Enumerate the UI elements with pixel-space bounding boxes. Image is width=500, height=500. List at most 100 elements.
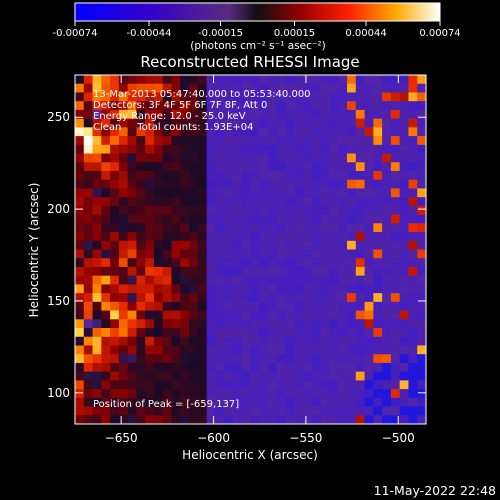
heatmap-cell [75, 136, 85, 146]
heatmap-cell [162, 205, 173, 216]
heatmap-cell [347, 205, 357, 216]
heatmap-cell [118, 92, 129, 102]
heatmap-cell [268, 170, 278, 181]
heatmap-cell [75, 310, 85, 320]
heatmap-cell [189, 406, 199, 416]
heatmap-cell [417, 153, 426, 163]
heatmap-cell [118, 362, 129, 373]
heatmap-cell [268, 266, 278, 277]
heatmap-cell [206, 83, 217, 94]
heatmap-cell [101, 397, 111, 408]
heatmap-cell [206, 319, 217, 329]
heatmap-cell [276, 179, 287, 190]
heatmap-cell [259, 380, 269, 390]
heatmap-cell [338, 179, 348, 190]
heatmap-cell [399, 284, 410, 294]
heatmap-cell [110, 109, 120, 120]
heatmap-cell [232, 266, 243, 277]
heatmap-cell [101, 197, 111, 207]
heatmap-cell [180, 188, 190, 198]
heatmap-cell [250, 397, 260, 408]
heatmap-cell [276, 223, 287, 233]
heatmap-cell [390, 415, 401, 424]
heatmap-cell [153, 389, 164, 399]
heatmap-cell [303, 354, 313, 364]
heatmap-cell [285, 144, 295, 155]
heatmap-cell [399, 83, 410, 94]
y-tick-label: 150 [47, 294, 70, 308]
heatmap-cell [303, 293, 313, 303]
heatmap-cell [303, 197, 313, 207]
heatmap-cell [417, 266, 426, 277]
heatmap-cell [329, 293, 339, 303]
heatmap-cell [364, 293, 374, 303]
heatmap-cell [364, 109, 374, 120]
heatmap-cell [276, 232, 287, 242]
heatmap-cell [364, 345, 374, 355]
heatmap-cell [189, 232, 199, 242]
heatmap-cell [232, 188, 243, 198]
heatmap-cell [250, 75, 260, 85]
heatmap-cell [355, 371, 366, 381]
heatmap-cell [232, 328, 243, 338]
heatmap-cell [347, 118, 357, 128]
heatmap-cell [136, 301, 146, 312]
heatmap-cell [171, 223, 181, 233]
heatmap-cell [145, 136, 155, 146]
heatmap-cell [136, 170, 146, 181]
heatmap-cell [250, 284, 260, 294]
heatmap-cell [294, 301, 304, 312]
heatmap-cell [75, 354, 85, 364]
heatmap-cell [110, 83, 120, 94]
heatmap-cell [110, 75, 120, 85]
heatmap-cell [320, 118, 331, 128]
heatmap-cell [320, 354, 331, 364]
heatmap-cell [92, 240, 102, 251]
heatmap-cell [355, 205, 366, 216]
heatmap-cell [136, 249, 146, 259]
heatmap-cell [241, 336, 252, 347]
heatmap-cell [329, 249, 339, 259]
heatmap-cell [180, 415, 190, 424]
heatmap-cell [408, 310, 418, 320]
heatmap-cell [390, 118, 401, 128]
heatmap-cell [241, 240, 252, 251]
heatmap-cell [75, 170, 85, 181]
heatmap-cell [145, 240, 155, 251]
heatmap-cell [382, 415, 392, 424]
heatmap-cell [390, 301, 401, 312]
heatmap-cell [347, 397, 357, 408]
heatmap-cell [127, 284, 138, 294]
heatmap-cell [355, 127, 366, 137]
heatmap-cell [215, 179, 225, 190]
heatmap-cell [241, 101, 252, 111]
heatmap-cell [232, 205, 243, 216]
heatmap-cell [399, 310, 410, 320]
heatmap-cell [197, 249, 208, 259]
heatmap-cell [136, 415, 146, 424]
heatmap-cell [241, 345, 252, 355]
heatmap-cell [276, 188, 287, 198]
heatmap-cell [285, 249, 295, 259]
heatmap-cell [224, 197, 234, 207]
heatmap-cell [101, 170, 111, 181]
heatmap-cell [92, 232, 102, 242]
heatmap-cell [232, 319, 243, 329]
heatmap-cell [303, 301, 313, 312]
heatmap-cell [364, 258, 374, 268]
heatmap-cell [171, 205, 181, 216]
heatmap-cell [294, 266, 304, 277]
heatmap-cell [417, 75, 426, 85]
heatmap-cell [408, 232, 418, 242]
heatmap-cell [162, 109, 173, 120]
heatmap-cell [311, 258, 322, 268]
heatmap-cell [110, 310, 120, 320]
heatmap-cell [110, 179, 120, 190]
heatmap-cell [364, 240, 374, 251]
heatmap-cell [390, 345, 401, 355]
heatmap-cell [101, 371, 111, 381]
heatmap-cell [355, 92, 366, 102]
heatmap-cell [268, 179, 278, 190]
heatmap-cell [276, 301, 287, 312]
heatmap-cell [338, 170, 348, 181]
